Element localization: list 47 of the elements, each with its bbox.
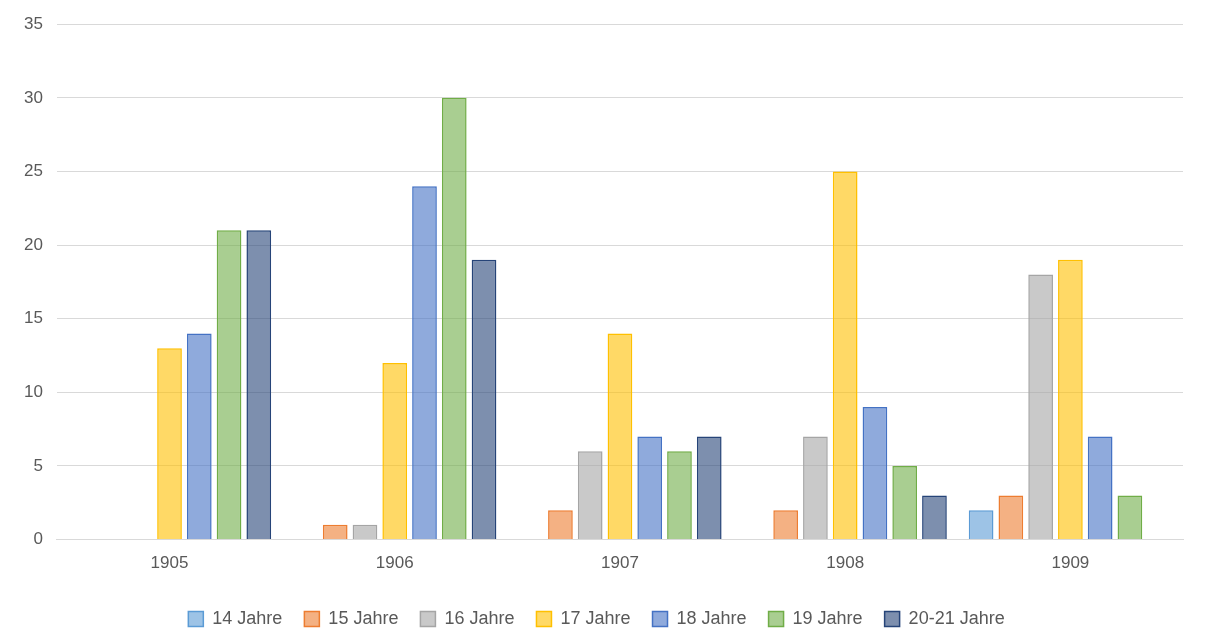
bar: [998, 495, 1024, 540]
bar: [1087, 436, 1113, 540]
y-tick-label: 0: [33, 529, 43, 549]
x-tick-label: 1906: [375, 553, 414, 573]
bar: [548, 510, 573, 540]
legend-label: 18 Jahre: [676, 607, 747, 628]
y-tick-label: 5: [33, 455, 43, 475]
bar: [352, 524, 378, 540]
bar: [803, 436, 828, 540]
bar: [637, 436, 663, 540]
bar: [1058, 259, 1083, 540]
bar: [577, 451, 603, 540]
bar: [832, 171, 858, 540]
y-tick-label: 20: [23, 234, 43, 254]
y-tick-label: 10: [23, 382, 43, 402]
bar: [773, 510, 798, 540]
legend-label: 17 Jahre: [560, 607, 631, 628]
bar: [441, 97, 467, 540]
bar: [322, 524, 348, 540]
bar: [696, 436, 722, 540]
bar: [186, 333, 212, 540]
bar: [157, 348, 182, 540]
legend-label: 16 Jahre: [444, 607, 515, 628]
bar: [892, 465, 918, 540]
y-tick-label: 35: [23, 13, 43, 33]
bar: [471, 259, 497, 540]
y-tick-label: 30: [23, 87, 43, 107]
x-tick-label: 1905: [150, 553, 189, 573]
bar: [968, 510, 994, 540]
bar: [922, 495, 947, 540]
x-tick-label: 1909: [1051, 553, 1090, 573]
bar: [667, 451, 692, 540]
bar: [1028, 274, 1053, 540]
bar: [1117, 495, 1143, 540]
y-tick-label: 25: [23, 161, 43, 181]
bar: [216, 230, 242, 540]
legend-label: 15 Jahre: [328, 607, 399, 628]
x-tick-label: 1907: [601, 553, 639, 573]
bar: [246, 230, 272, 540]
bar: [607, 333, 633, 540]
bar: [862, 407, 888, 540]
bar: [382, 362, 408, 540]
legend-label: 19 Jahre: [792, 607, 863, 628]
legend-label: 14 Jahre: [212, 607, 283, 628]
x-tick-label: 1908: [826, 553, 865, 573]
legend-label: 20-21 Jahre: [908, 607, 1005, 628]
y-tick-label: 15: [23, 308, 43, 328]
